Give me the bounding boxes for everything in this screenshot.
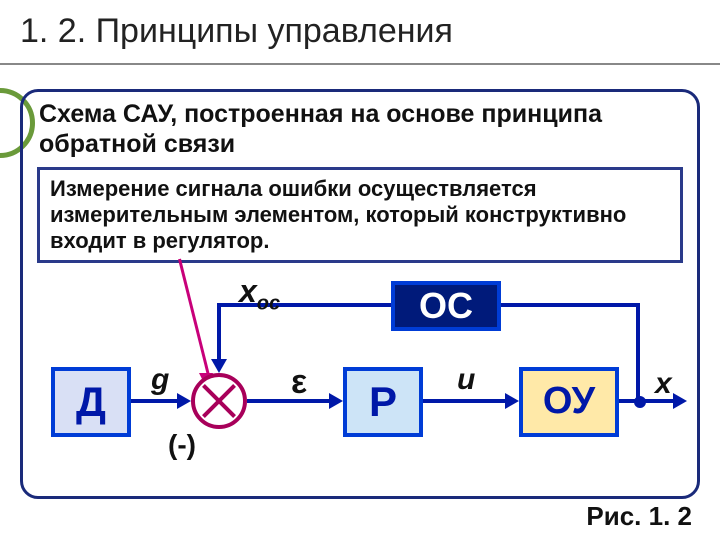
line-r-oy xyxy=(423,399,507,403)
block-diagram: Д Р ОС ОУ xос g ε u x (-) xyxy=(33,267,687,477)
fb-v-down xyxy=(217,303,221,361)
note-box: Измерение сигнала ошибки осуществляется … xyxy=(37,167,683,263)
main-panel: Схема САУ, построенная на основе принцип… xyxy=(20,89,700,499)
label-xoc-base: x xyxy=(239,273,257,309)
fb-v-right xyxy=(636,303,640,400)
summing-junction xyxy=(191,373,247,429)
figure-caption: Рис. 1. 2 xyxy=(586,501,692,532)
arrow-r-oy-icon xyxy=(505,393,519,409)
label-x: x xyxy=(655,367,672,401)
label-xoc: xос xyxy=(239,273,280,315)
sum-cross-icon xyxy=(197,379,241,423)
block-oy: ОУ xyxy=(519,367,619,437)
block-oc: ОС xyxy=(391,281,501,331)
title-bar: 1. 2. Принципы управления xyxy=(0,0,720,65)
note-text: Измерение сигнала ошибки осуществляется … xyxy=(50,176,670,254)
arrow-d-sum-icon xyxy=(177,393,191,409)
arrow-out-icon xyxy=(673,393,687,409)
subtitle: Схема САУ, построенная на основе принцип… xyxy=(33,100,687,167)
fb-arrow-icon xyxy=(211,359,227,373)
page-title: 1. 2. Принципы управления xyxy=(20,12,700,51)
label-g: g xyxy=(151,363,169,397)
arrow-sum-r-icon xyxy=(329,393,343,409)
block-r: Р xyxy=(343,367,423,437)
line-sum-r xyxy=(247,399,331,403)
label-eps: ε xyxy=(291,363,307,402)
block-d: Д xyxy=(51,367,131,437)
fb-h-right xyxy=(501,303,640,307)
line-d-sum xyxy=(131,399,179,403)
label-xoc-sub: ос xyxy=(257,292,280,314)
label-minus: (-) xyxy=(168,429,196,461)
label-u: u xyxy=(457,363,475,397)
